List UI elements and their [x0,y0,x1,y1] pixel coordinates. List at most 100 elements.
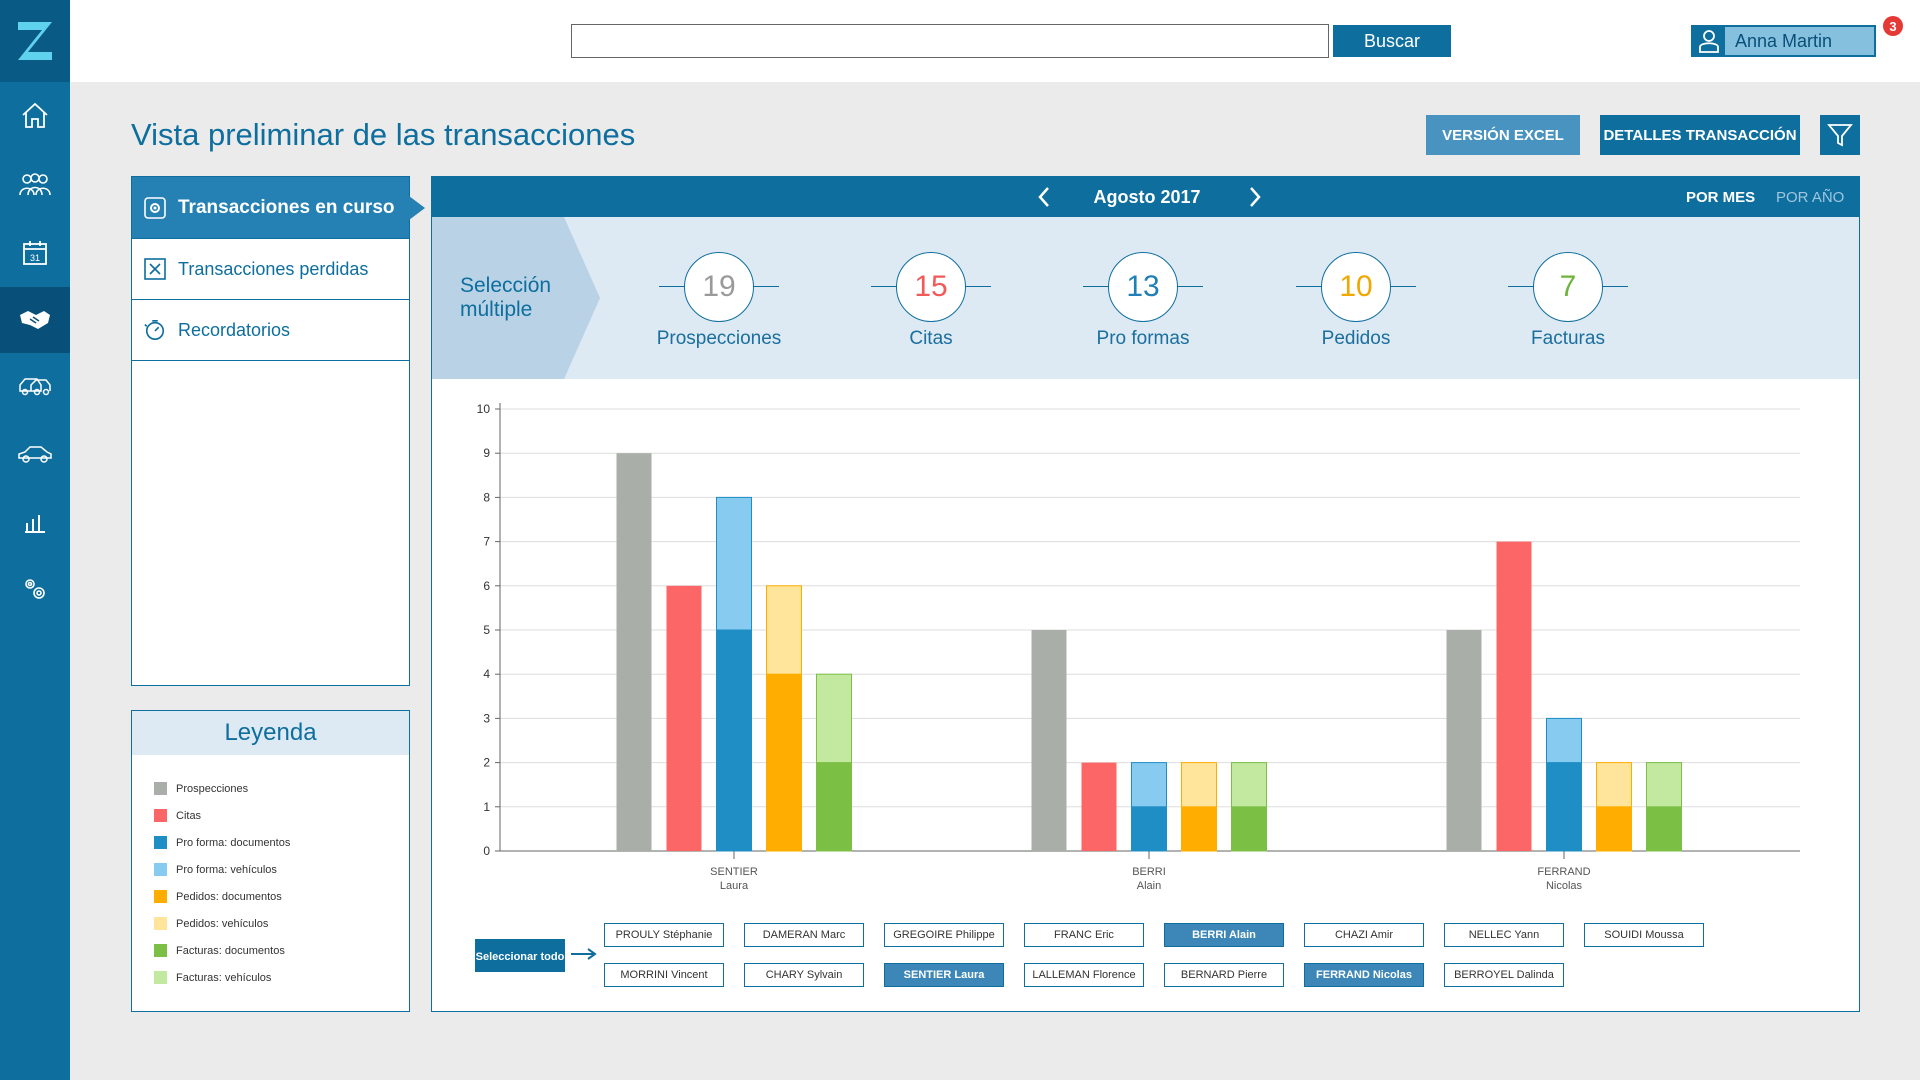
filter-button[interactable] [1820,115,1860,155]
logo-icon [18,22,52,60]
stage-pedidos[interactable]: 10 Pedidos [1281,217,1441,379]
nav-home[interactable] [0,82,70,148]
sales-rep-toggle[interactable]: CHARY Sylvain [744,963,864,987]
nav-vehicles[interactable] [0,354,70,420]
car-icon [18,446,52,463]
bar [666,585,702,851]
stage-citas[interactable]: 15 Citas [856,217,1016,379]
user-icon [1693,26,1725,56]
notification-badge[interactable]: 3 [1883,16,1903,36]
menu-item-reminders[interactable]: Recordatorios [132,300,409,361]
nav-settings[interactable] [0,556,70,622]
stage-label: Citas [909,328,953,349]
stage-label: Prospecciones [656,328,782,349]
app-logo[interactable] [0,0,70,82]
sales-rep-toggle[interactable]: SENTIER Laura [884,963,1004,987]
x-tick-label: SENTIER [710,866,758,878]
bar-segment [1596,762,1632,808]
y-tick-label: 7 [483,535,490,549]
y-tick-label: 1 [483,800,490,814]
menu-item-current-transactions[interactable]: Transacciones en curso [132,177,425,239]
legend-swatch [154,863,167,876]
chart-area: 0 1 2 3 4 5 6 7 8 9 10 SENTIER Laura BERRI Alain FERRAN… [432,379,1859,939]
bar-segment [716,629,752,852]
settings-icon [25,579,45,599]
sales-rep-toggle[interactable]: FERRAND Nicolas [1304,963,1424,987]
sales-rep-toggle[interactable]: LALLEMAN Florence [1024,963,1144,987]
stage-count: 10 [1321,252,1391,322]
y-tick-label: 3 [483,711,490,725]
bar-segment [1131,806,1167,852]
nav-contacts[interactable] [0,152,70,218]
sales-rep-toggle[interactable]: FRANC Eric [1024,923,1144,947]
bar-segment [1546,762,1582,852]
legend-list: Prospecciones Citas Pro forma: documentos P… [132,755,409,991]
excel-version-button[interactable]: VERSIÓN EXCEL [1426,115,1580,155]
stage-facturas[interactable]: 7 Facturas [1493,217,1653,379]
x-tick-label: FERRAND [1537,866,1590,878]
current-month: Agosto 2017 [1093,187,1201,207]
sales-rep-toggle[interactable]: CHAZI Amir [1304,923,1424,947]
search-button[interactable]: Buscar [1333,25,1451,57]
user-name: Anna Martin [1735,30,1833,51]
y-tick-label: 2 [483,756,490,770]
previous-month-button[interactable] [1032,185,1056,209]
nav-calendar[interactable]: 31 [0,220,70,286]
stage-prospecciones[interactable]: 19 Prospecciones [644,217,804,379]
sales-rep-toggle[interactable]: PROULY Stéphanie [604,923,724,947]
next-month-button[interactable] [1243,185,1267,209]
legend-label: Pro forma: documentos [176,836,291,849]
bar-segment [1231,806,1267,852]
sales-rep-toggle[interactable]: SOUIDI Moussa [1584,923,1704,947]
by-year-toggle[interactable]: POR AÑO [1776,189,1845,206]
select-all-button[interactable]: Seleccionar todo [475,939,565,972]
timer-icon [144,319,166,341]
menu-item-lost-transactions[interactable]: Transacciones perdidas [132,239,409,300]
legend-label: Facturas: documentos [176,944,285,957]
legend-item: Pro forma: vehículos [154,856,409,883]
bar [1031,630,1067,851]
nav-rail: 31 [0,0,70,1080]
legend-item: Pedidos: documentos [154,883,409,910]
transaction-details-button[interactable]: DETALLES TRANSACCIÓN [1600,115,1800,155]
legend-item: Facturas: vehículos [154,964,409,991]
legend-label: Pedidos: vehículos [176,917,269,930]
x-tick-sublabel: Alain [1137,880,1161,892]
stage-label: Pedidos [1321,328,1391,349]
transactions-menu: Transacciones en curso Transacciones per… [131,176,425,686]
legend-swatch [154,971,167,984]
menu-item-label: Transacciones en curso [178,196,395,218]
by-month-toggle[interactable]: POR MES [1686,189,1756,206]
nav-statistics[interactable] [0,488,70,554]
calendar-icon: 31 [23,241,47,265]
sales-rep-toggle[interactable]: GREGOIRE Philippe [884,923,1004,947]
nav-cars[interactable] [0,421,70,487]
bar [616,453,652,851]
close-doc-icon [144,258,166,280]
sales-rep-toggle[interactable]: BERRI Alain [1164,923,1284,947]
nav-transactions[interactable] [0,287,70,353]
bar-segment [1181,806,1217,852]
sales-rep-toggle[interactable]: NELLEC Yann [1444,923,1564,947]
bar-segment [766,585,802,675]
sales-rep-toggle[interactable]: BERNARD Pierre [1164,963,1284,987]
sales-rep-toggle[interactable]: BERROYEL Dalinda [1444,963,1564,987]
bar-segment [1181,762,1217,808]
filter-icon [1827,124,1853,147]
sales-rep-toggle[interactable]: DAMERAN Marc [744,923,864,947]
stage-pro-formas[interactable]: 13 Pro formas [1068,217,1228,379]
sales-rep-toggle[interactable]: MORRINI Vincent [604,963,724,987]
y-tick-label: 9 [483,446,490,460]
search-input[interactable] [571,24,1329,58]
legend-item: Facturas: documentos [154,937,409,964]
legend-label: Facturas: vehículos [176,971,272,984]
pipeline-stages: Selección múltiple 19 Prospecciones 15 Ci… [432,217,1859,379]
legend-label: Pedidos: documentos [176,890,282,903]
legend-swatch [154,782,167,795]
bar-segment [766,673,802,852]
user-menu[interactable]: Anna Martin [1691,25,1876,57]
multi-selection-button[interactable]: Selección múltiple [432,217,600,379]
y-tick-label: 8 [483,490,490,504]
bar-segment [1646,806,1682,852]
bar-segment [716,496,752,631]
